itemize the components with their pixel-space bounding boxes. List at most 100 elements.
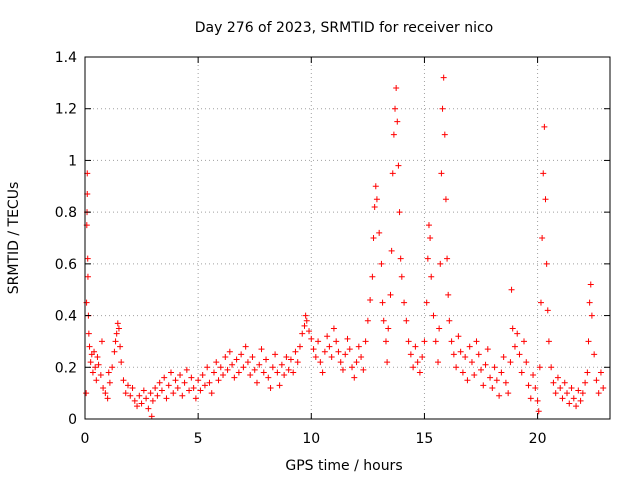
data-point <box>376 229 383 236</box>
data-point <box>554 374 561 381</box>
data-point <box>382 338 389 345</box>
data-point <box>95 361 102 368</box>
data-point <box>249 353 256 360</box>
data-point <box>397 255 404 262</box>
data-point <box>379 299 386 306</box>
data-point <box>471 372 478 379</box>
data-point <box>292 348 299 355</box>
data-point <box>118 359 125 366</box>
data-point <box>93 377 100 384</box>
data-point <box>577 397 584 404</box>
data-point <box>138 400 145 407</box>
data-point <box>172 377 179 384</box>
data-point <box>181 379 188 386</box>
data-point <box>441 131 448 138</box>
data-point <box>587 281 594 288</box>
chart-title: Day 276 of 2023, SRMTID for receiver nic… <box>195 20 493 36</box>
data-point <box>342 351 349 358</box>
x-tick-label: 5 <box>194 431 203 447</box>
data-point <box>174 384 181 391</box>
data-point <box>158 387 165 394</box>
data-point <box>131 397 138 404</box>
data-point <box>296 343 303 350</box>
data-point <box>206 379 213 386</box>
data-point <box>362 338 369 345</box>
data-point <box>370 235 377 241</box>
data-point <box>568 384 575 391</box>
data-point <box>306 328 313 335</box>
data-point <box>475 351 482 358</box>
data-point <box>303 317 310 324</box>
data-point <box>310 346 317 353</box>
data-point <box>163 395 170 402</box>
data-point <box>360 366 367 373</box>
data-point <box>283 353 290 360</box>
data-point <box>321 348 328 355</box>
data-point <box>220 372 227 379</box>
data-point <box>435 359 442 366</box>
data-point <box>312 353 319 360</box>
data-point <box>521 338 528 345</box>
data-point <box>208 390 215 397</box>
data-point <box>204 364 211 371</box>
data-point <box>430 312 437 319</box>
data-point <box>534 397 541 404</box>
data-point <box>453 364 460 371</box>
data-point <box>170 390 177 397</box>
data-point <box>127 392 134 399</box>
data-point <box>136 392 143 399</box>
data-point <box>247 372 254 379</box>
data-point <box>358 353 365 360</box>
data-point <box>238 351 245 358</box>
data-point <box>115 325 122 332</box>
data-point <box>548 364 555 371</box>
data-point <box>518 369 525 376</box>
data-point <box>570 395 577 402</box>
data-point <box>385 325 392 332</box>
data-point <box>516 351 523 358</box>
data-point <box>371 203 378 210</box>
y-tick-label: 1.4 <box>55 50 77 66</box>
data-point <box>390 131 397 138</box>
data-point <box>540 170 547 177</box>
data-point <box>527 395 534 402</box>
data-point <box>148 413 155 420</box>
data-point <box>335 348 342 355</box>
data-point <box>251 366 258 373</box>
data-point <box>244 359 251 366</box>
data-point <box>543 260 550 267</box>
data-point <box>106 379 113 386</box>
data-point <box>156 379 163 386</box>
data-point <box>161 374 168 381</box>
data-point <box>464 377 471 384</box>
data-point <box>263 356 270 363</box>
data-point <box>559 395 566 402</box>
data-point <box>272 351 279 358</box>
data-point <box>487 374 494 381</box>
data-point <box>149 397 156 404</box>
data-point <box>333 338 340 345</box>
data-point <box>109 364 116 371</box>
data-point <box>294 359 301 366</box>
data-point <box>436 325 443 332</box>
data-point <box>258 346 265 353</box>
data-point <box>326 343 333 350</box>
data-point <box>111 348 118 355</box>
data-point <box>593 377 600 384</box>
data-point <box>380 317 387 324</box>
data-point <box>575 387 582 394</box>
data-point <box>425 222 432 229</box>
data-point <box>253 379 260 386</box>
data-point <box>419 353 426 360</box>
data-point <box>388 247 395 254</box>
plot-area-border <box>84 56 611 420</box>
data-point <box>401 299 408 306</box>
data-point <box>120 377 127 384</box>
data-point <box>427 235 434 241</box>
data-point <box>301 322 308 329</box>
data-point <box>437 260 444 267</box>
data-point <box>324 333 331 340</box>
data-point <box>393 85 400 92</box>
data-point <box>192 395 199 402</box>
